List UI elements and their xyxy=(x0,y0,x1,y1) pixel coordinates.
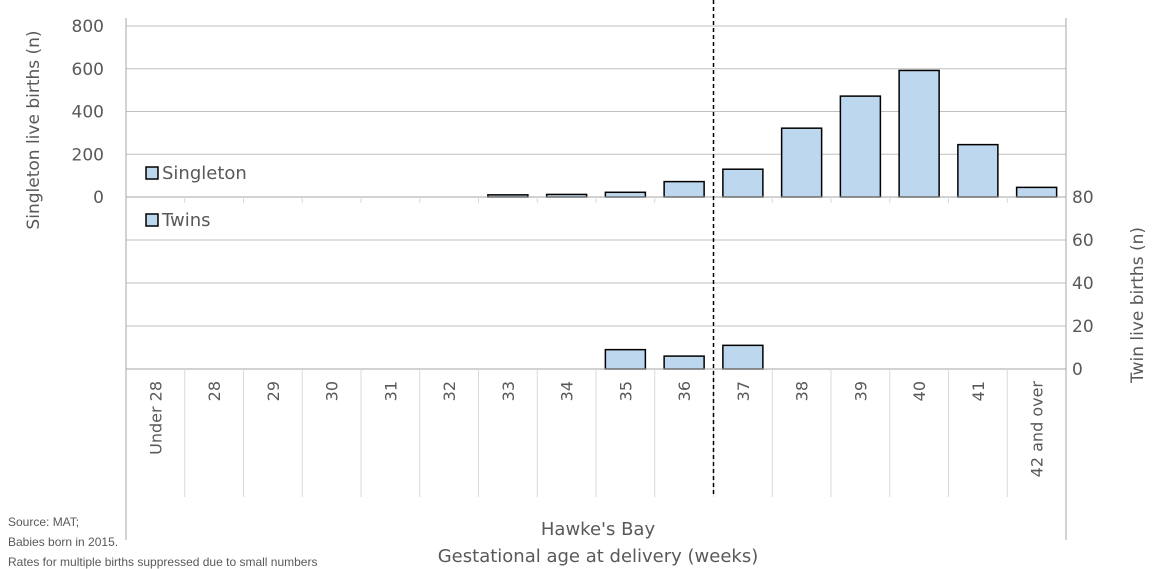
source-note: Source: MAT; xyxy=(8,515,80,529)
category-label: 42 and over xyxy=(1028,381,1047,478)
left-tick-label: 800 xyxy=(72,17,104,37)
category-label: 29 xyxy=(264,381,283,401)
left-tick-label: 400 xyxy=(72,103,104,123)
twins-bar xyxy=(604,348,647,370)
twins-bar xyxy=(663,355,705,370)
suppression-note: Rates for multiple births suppressed due… xyxy=(8,555,318,569)
category-label: 38 xyxy=(793,381,812,401)
right-axis-title: Twin live births (n) xyxy=(1128,227,1148,384)
singleton-bar xyxy=(780,127,823,198)
category-label: Under 28 xyxy=(146,381,165,455)
left-tick-label: 600 xyxy=(72,60,104,80)
singleton-legend-swatch xyxy=(145,166,159,180)
x-region-label: Hawke's Bay xyxy=(541,519,656,540)
twins-bar xyxy=(722,344,764,370)
left-tick-label: 200 xyxy=(72,145,104,165)
category-label: 28 xyxy=(205,381,224,401)
bars xyxy=(487,69,1058,370)
category-label: 40 xyxy=(910,381,929,401)
x-axis-title: Gestational age at delivery (weeks) xyxy=(438,546,759,567)
twins-legend-label: Twins xyxy=(161,210,211,231)
category-label: 31 xyxy=(381,381,400,401)
left-tick-label: 0 xyxy=(93,188,104,208)
singleton-bar xyxy=(957,143,999,198)
singleton-bar xyxy=(722,168,764,198)
singleton-bar xyxy=(898,69,940,198)
singleton-bar xyxy=(839,95,882,198)
year-note: Babies born in 2015. xyxy=(8,535,119,549)
axes xyxy=(125,0,1067,540)
category-label: 32 xyxy=(440,381,459,401)
singleton-bar xyxy=(663,180,705,198)
right-tick-label: 80 xyxy=(1072,188,1094,208)
labels: Under 28 28 29 30 31 32 33 34 35 36 37 38 39 40 41 42 a… xyxy=(24,17,1148,567)
gridlines xyxy=(126,25,1066,327)
twins-legend-swatch xyxy=(145,213,159,227)
category-label: 39 xyxy=(851,381,870,401)
category-label: 34 xyxy=(558,381,577,401)
category-label: 35 xyxy=(616,381,635,401)
left-axis-title: Singleton live births (n) xyxy=(24,30,44,229)
category-label: 36 xyxy=(675,381,694,401)
singleton-bar xyxy=(1015,186,1058,198)
category-label: 30 xyxy=(323,381,342,401)
singleton-legend-label: Singleton xyxy=(162,163,247,184)
right-tick-label: 40 xyxy=(1072,274,1094,294)
singleton-bar xyxy=(604,191,647,198)
right-tick-label: 20 xyxy=(1072,317,1094,337)
category-label: 33 xyxy=(499,381,518,401)
category-label: 41 xyxy=(969,381,988,401)
right-tick-label: 0 xyxy=(1072,360,1083,380)
category-label: 37 xyxy=(734,381,753,401)
right-tick-label: 60 xyxy=(1072,231,1094,251)
